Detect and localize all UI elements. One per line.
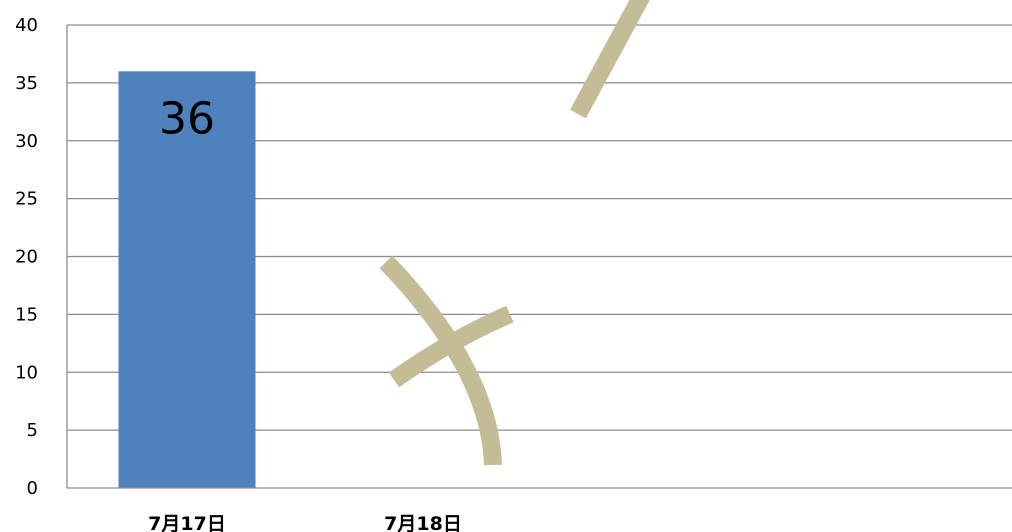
x-category-label: 7月17日 (148, 513, 226, 532)
y-axis-tick-labels: 0 5 10 15 20 25 30 35 40 (15, 15, 38, 499)
y-tick-label: 35 (15, 73, 38, 94)
y-tick-label: 40 (15, 15, 38, 36)
y-tick-label: 30 (15, 131, 38, 152)
y-tick-label: 25 (15, 189, 38, 210)
bar-data-label: 36 (159, 93, 215, 144)
bar (118, 71, 256, 489)
bars: 36 (118, 71, 256, 489)
y-tick-label: 5 (27, 420, 38, 441)
scribble-stroke-cross (388, 305, 514, 388)
y-tick-label: 10 (15, 362, 38, 383)
scribble-stroke-curve (379, 255, 502, 466)
y-tick-label: 15 (15, 304, 38, 325)
scribble-stroke-top (570, 0, 650, 119)
x-category-label: 7月18日 (384, 513, 462, 532)
handwritten-annotation (379, 0, 650, 466)
x-axis-category-labels: 7月17日 7月18日 (148, 513, 462, 532)
y-tick-label: 0 (27, 478, 38, 499)
y-tick-label: 20 (15, 247, 38, 268)
